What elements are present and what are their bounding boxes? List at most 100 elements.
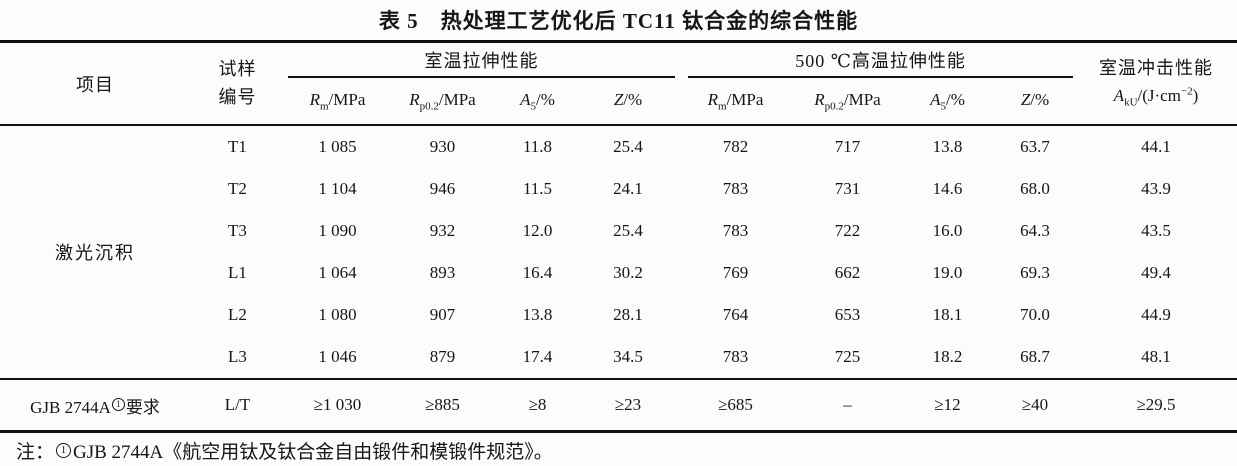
cell-value: 930 — [429, 137, 456, 156]
cell-value: 11.5 — [522, 179, 553, 198]
col-header-rp02-room: Rp0.2/MPa — [390, 78, 495, 126]
cell-value: – — [795, 378, 900, 432]
cell-value: 64.3 — [1020, 221, 1050, 240]
cell-value: 662 — [834, 263, 861, 282]
cell-item-label: 激光沉积 — [55, 243, 135, 263]
circled-one-icon: 1 — [56, 443, 72, 458]
cell-value: 18.1 — [932, 305, 963, 324]
cell-value: 13.8 — [522, 305, 553, 324]
cell-value: 34.5 — [613, 347, 643, 366]
cell-value: 783 — [722, 221, 749, 240]
cell-value: ≥40 — [995, 378, 1076, 432]
cell-sample-id: L2 — [228, 305, 247, 324]
footnote-prefix: 注： — [16, 442, 55, 463]
cell-value: 25.4 — [613, 221, 643, 240]
col-header-z-room: Z/% — [580, 78, 676, 126]
cell-sample-id: T1 — [228, 137, 247, 156]
cell-value: 18.2 — [932, 347, 963, 366]
cell-value: 49.4 — [1141, 263, 1171, 282]
cell-value: ≥1 030 — [285, 378, 390, 432]
cell-value: 68.7 — [1020, 347, 1050, 366]
cell-value: 68.0 — [1020, 179, 1050, 198]
cell-value: 43.5 — [1141, 221, 1171, 240]
table-row: T3 1 090 932 12.0 25.4 783 722 16.0 64.3… — [0, 210, 1237, 252]
cell-value: 725 — [834, 347, 861, 366]
cell-value: ≥8 — [495, 378, 580, 432]
cell-value: 783 — [722, 347, 749, 366]
requirement-row: GJB 2744A 1 要求 L/T ≥1 030 ≥885 ≥8 ≥23 ≥685… — [0, 378, 1237, 432]
cell-value: 1 085 — [318, 137, 357, 156]
cell-value: 63.7 — [1020, 137, 1050, 156]
cell-value: ≥685 — [676, 378, 795, 432]
cell-value: 16.4 — [522, 263, 553, 282]
cell-value: ≥885 — [390, 378, 495, 432]
cell-value: 1 104 — [318, 179, 357, 198]
col-header-impact: 室温冲击性能 AkU/(J·cm−2) — [1075, 41, 1237, 126]
cell-value: 44.1 — [1141, 137, 1171, 156]
cell-value: 764 — [722, 305, 749, 324]
cell-value: 70.0 — [1020, 305, 1050, 324]
cell-value: 11.8 — [522, 137, 553, 156]
cell-sample-id: T2 — [228, 179, 247, 198]
col-header-rm-room: Rm/MPa — [285, 78, 390, 126]
cell-value: 17.4 — [522, 347, 553, 366]
impact-header-line1: 室温冲击性能 — [1099, 58, 1214, 79]
col-header-sample-line2: 编号 — [218, 86, 257, 107]
col-header-rm-500c: Rm/MPa — [676, 78, 795, 126]
cell-value: 43.9 — [1141, 179, 1171, 198]
cell-value: 25.4 — [613, 137, 643, 156]
cell-sample-id: L1 — [228, 263, 247, 282]
cell-value: 30.2 — [613, 263, 643, 282]
table-row: L2 1 080 907 13.8 28.1 764 653 18.1 70.0… — [0, 294, 1237, 336]
cell-value: 19.0 — [932, 263, 963, 282]
cell-value: 717 — [834, 137, 861, 156]
cell-value: 48.1 — [1141, 347, 1171, 366]
group-header-500c-tensile: 500 ℃高温拉伸性能 — [676, 42, 1075, 78]
group-header-room-temp-tensile: 室温拉伸性能 — [285, 42, 676, 78]
cell-value: 13.8 — [932, 137, 963, 156]
cell-value: 653 — [834, 305, 861, 324]
cell-requirement-label: GJB 2744A 1 要求 — [0, 378, 190, 432]
cell-value: 28.1 — [613, 305, 643, 324]
cell-value: 932 — [429, 221, 456, 240]
header-row-groups: 项目 试样 编号 室温拉伸性能 500 ℃高温拉伸性能 室温冲击性能 AkU/(… — [0, 41, 1237, 126]
cell-value: 1 090 — [318, 221, 357, 240]
table-row: L1 1 064 893 16.4 30.2 769 662 19.0 69.3… — [0, 252, 1237, 294]
cell-value: 907 — [429, 305, 456, 324]
properties-table: 项目 试样 编号 室温拉伸性能 500 ℃高温拉伸性能 室温冲击性能 AkU/(… — [0, 40, 1237, 433]
cell-sample-id: T3 — [228, 221, 247, 240]
col-header-sample-line1: 试样 — [218, 58, 257, 79]
cell-sample-id: L3 — [228, 347, 247, 366]
cell-value: 1 080 — [318, 305, 357, 324]
cell-value: ≥23 — [580, 378, 676, 432]
cell-value: 44.9 — [1141, 305, 1171, 324]
footnote-text: GJB 2744A《航空用钛及钛合金自由锻件和模锻件规范》。 — [73, 442, 553, 463]
cell-value: 893 — [429, 263, 456, 282]
cell-value: 69.3 — [1020, 263, 1050, 282]
circled-one-superscript: 1 — [111, 397, 125, 411]
table-row: L3 1 046 879 17.4 34.5 783 725 18.2 68.7… — [0, 336, 1237, 379]
cell-value: 1 064 — [318, 263, 357, 282]
cell-value: 14.6 — [932, 179, 963, 198]
header-row-subcolumns: Rm/MPa Rp0.2/MPa A5/% Z/% Rm/MPa Rp0.2/M… — [0, 78, 1237, 126]
table-caption: 表 5 热处理工艺优化后 TC11 钛合金的综合性能 — [378, 9, 859, 33]
footnote: 注： 1 GJB 2744A《航空用钛及钛合金自由锻件和模锻件规范》。 — [0, 433, 1237, 466]
cell-value: 1 046 — [318, 347, 357, 366]
group-label-room-temp: 室温拉伸性能 — [424, 50, 539, 71]
table-row: T2 1 104 946 11.5 24.1 783 731 14.6 68.0… — [0, 168, 1237, 210]
col-header-a5-500c: A5/% — [900, 78, 995, 126]
table-row: 激光沉积 T1 1 085 930 11.8 25.4 782 717 13.8… — [0, 125, 1237, 263]
impact-header-formula: AkU/(J·cm−2) — [1113, 85, 1199, 109]
col-header-rp02-500c: Rp0.2/MPa — [795, 78, 900, 126]
cell-value: 946 — [429, 179, 456, 198]
col-header-sample-id: 试样 编号 — [190, 41, 285, 126]
cell-value: 722 — [834, 221, 861, 240]
cell-sample-id: L/T — [190, 378, 285, 432]
cell-value: 879 — [429, 347, 456, 366]
cell-value: ≥12 — [900, 378, 995, 432]
cell-value: 16.0 — [932, 221, 963, 240]
group-label-500c: 500 ℃高温拉伸性能 — [795, 50, 966, 71]
cell-value: 783 — [722, 179, 749, 198]
cell-value: 24.1 — [613, 179, 643, 198]
